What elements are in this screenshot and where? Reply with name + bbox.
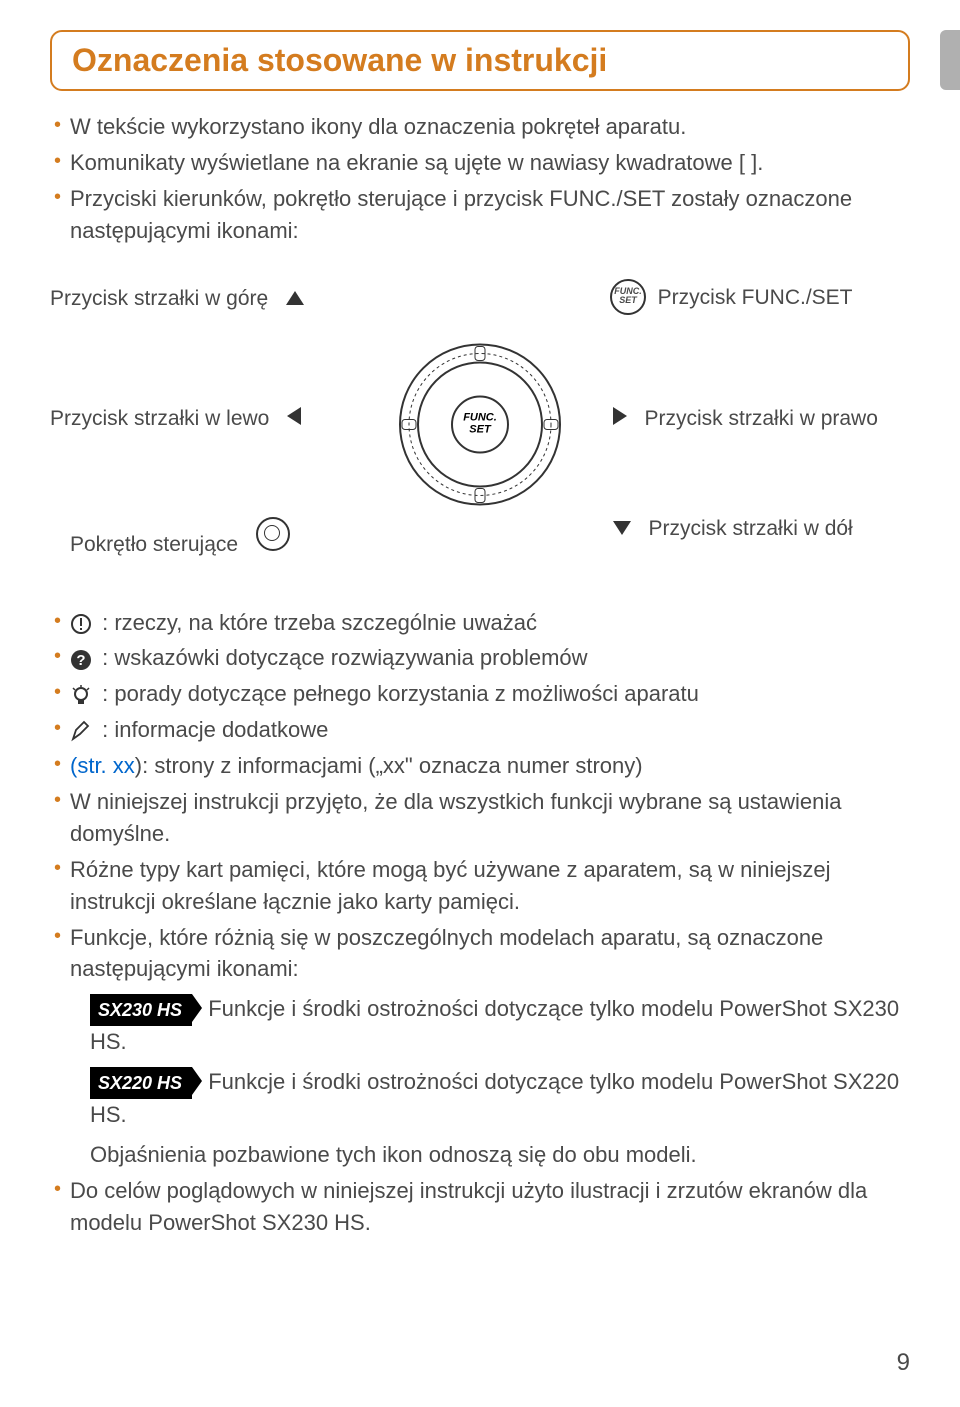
legend-xref: (str. xx): strony z informacjami („xx" o… — [50, 750, 910, 782]
note-both-models: Objaśnienia pozbawione tych ikon odnoszą… — [70, 1139, 910, 1171]
svg-text:?: ? — [76, 652, 85, 669]
sx220-text: Funkcje i środki ostrożności dotyczące t… — [90, 1069, 899, 1127]
label-left: Przycisk strzałki w lewo — [50, 407, 301, 431]
intro-list: W tekście wykorzystano ikony dla oznacze… — [50, 111, 910, 247]
func-set-icon: FUNC.SET — [610, 279, 646, 315]
label-up: Przycisk strzałki w górę — [50, 287, 304, 311]
legend-caution: : rzeczy, na które trzeba szczególnie uw… — [50, 607, 910, 639]
arrow-right-icon — [613, 407, 627, 425]
lightbulb-icon — [70, 685, 92, 707]
legend-question: ? : wskazówki dotyczące rozwiązywania pr… — [50, 642, 910, 674]
label-down: Przycisk strzałki w dół — [613, 517, 853, 541]
note-default-settings: W niniejszej instrukcji przyjęto, że dla… — [50, 786, 910, 850]
pencil-icon — [70, 720, 92, 742]
intro-item: W tekście wykorzystano ikony dla oznacze… — [50, 111, 910, 143]
note-models: Funkcje, które różnią się w poszczególny… — [50, 922, 910, 1172]
control-wheel: FUNC. SET — [390, 334, 570, 519]
note-memory-cards: Różne typy kart pamięci, które mogą być … — [50, 854, 910, 918]
intro-item: Przyciski kierunków, pokrętło sterujące … — [50, 183, 910, 247]
note-illustrations: Do celów poglądowych w niniejszej instru… — [50, 1175, 910, 1239]
control-diagram: FUNC. SET Przycisk strzałki w górę FUNC.… — [50, 267, 910, 587]
svg-text:FUNC.: FUNC. — [463, 411, 497, 423]
page-number: 9 — [897, 1349, 910, 1377]
arrow-left-icon — [287, 407, 301, 425]
manual-page: Oznaczenia stosowane w instrukcji W tekś… — [0, 0, 960, 1407]
question-icon: ? — [70, 649, 92, 671]
arrow-down-icon — [613, 521, 631, 535]
label-func: FUNC.SET Przycisk FUNC./SET — [610, 279, 853, 315]
intro-item: Komunikaty wyświetlane na ekranie są uję… — [50, 147, 910, 179]
sx230-text: Funkcje i środki ostrożności dotyczące t… — [90, 996, 899, 1054]
page-title: Oznaczenia stosowane w instrukcji — [72, 42, 888, 79]
section-tab — [940, 30, 960, 90]
title-box: Oznaczenia stosowane w instrukcji — [50, 30, 910, 91]
legend-list: : rzeczy, na które trzeba szczególnie uw… — [50, 607, 910, 1239]
label-right: Przycisk strzałki w prawo — [613, 407, 878, 431]
svg-text:SET: SET — [469, 423, 492, 435]
caution-icon — [70, 613, 92, 635]
arrow-up-icon — [286, 291, 304, 305]
sx220-badge: SX220 HS — [90, 1067, 192, 1099]
label-dial: Pokrętło sterujące — [70, 517, 290, 557]
legend-lightbulb: : porady dotyczące pełnego korzystania z… — [50, 678, 910, 710]
legend-pencil: : informacje dodatkowe — [50, 714, 910, 746]
sx230-badge: SX230 HS — [90, 994, 192, 1026]
dial-icon — [256, 517, 290, 551]
